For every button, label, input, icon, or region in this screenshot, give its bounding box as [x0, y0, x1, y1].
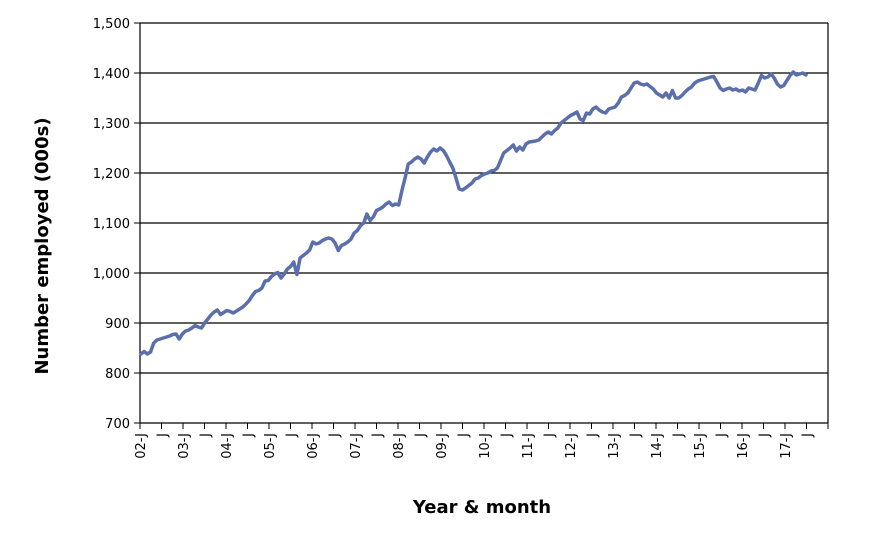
y-tick-label: 1,400 [93, 67, 130, 82]
x-tick-label: J [586, 433, 601, 438]
x-tick-label: 06-J [306, 433, 321, 459]
y-tick-label: 700 [105, 417, 130, 432]
x-tick-label: 13-J [607, 433, 622, 459]
x-tick-label: J [242, 433, 257, 438]
x-tick-label: J [629, 433, 644, 438]
x-tick-label: J [801, 433, 816, 438]
y-tick-labels: 700 800 900 1,000 1,100 1,200 1,300 1,400 1,500 [93, 17, 130, 432]
gridlines [140, 22, 828, 424]
x-tick-label: 05-J [263, 433, 278, 459]
x-tick-label: J [672, 433, 687, 438]
x-tick-label: J [758, 433, 773, 438]
series-layer [139, 70, 808, 356]
x-tick-label: J [199, 433, 214, 438]
x-tick-label: 12-J [564, 433, 579, 459]
x-tick-label: 15-J [693, 433, 708, 459]
y-tick-label: 1,200 [93, 167, 130, 182]
y-tick-label: 1,300 [93, 117, 130, 132]
x-tick-label: 11-J [521, 433, 536, 459]
x-tick-label: J [328, 433, 343, 438]
x-tick-label: 07-J [349, 433, 364, 459]
y-axis-title: Number employed (000s) [32, 117, 53, 374]
y-tick-label: 900 [105, 317, 130, 332]
series-line-employment [139, 70, 808, 356]
x-tick-label: 10-J [478, 433, 493, 459]
axes [134, 22, 829, 429]
x-tick-label: 04-J [220, 433, 235, 459]
x-tick-label: J [500, 433, 515, 438]
x-tick-label: J [414, 433, 429, 438]
x-axis-title: Year & month [412, 497, 551, 518]
x-tick-label: J [285, 433, 300, 438]
x-tick-label: J [457, 433, 472, 438]
x-tick-label: 17-J [779, 433, 794, 459]
x-tick-label: 14-J [650, 433, 665, 459]
y-tick-label: 1,500 [93, 17, 130, 32]
x-tick-label: J [543, 433, 558, 438]
x-tick-label: 03-J [177, 433, 192, 459]
x-tick-label: J [371, 433, 386, 438]
x-tick-label: 09-J [435, 433, 450, 459]
x-tick-label: 08-J [392, 433, 407, 459]
x-tick-label: 16-J [736, 433, 751, 459]
x-tick-label: J [156, 433, 171, 438]
y-tick-label: 800 [105, 367, 130, 382]
y-tick-label: 1,100 [93, 217, 130, 232]
x-tick-labels: 02-J J 03-J J 04-J J 05-J J 06-J J 07-J J 08-J J 09-J J… [134, 433, 816, 459]
x-tick-label: 02-J [134, 433, 149, 459]
x-tick-label: J [715, 433, 730, 438]
y-tick-label: 1,000 [93, 267, 130, 282]
